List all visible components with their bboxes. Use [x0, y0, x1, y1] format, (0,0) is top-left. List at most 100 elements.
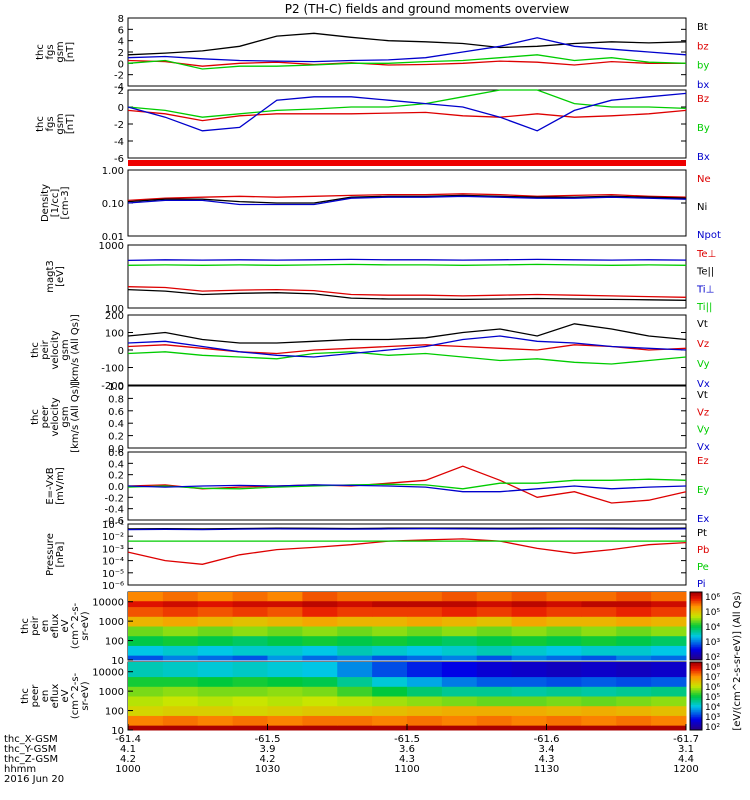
heatmap-cell — [197, 606, 234, 617]
heatmap-cell — [302, 686, 338, 697]
heatmap-cell — [581, 662, 617, 678]
heatmap-cell — [267, 616, 303, 627]
y-tick-label: -0.4 — [104, 505, 124, 516]
y-tick-label: 0.2 — [108, 432, 124, 443]
series-line-Pb — [127, 538, 687, 565]
heatmap-cell — [128, 606, 164, 617]
heatmap-cell — [581, 725, 617, 731]
y-tick-label: 0.8 — [108, 394, 124, 405]
y-tick-label: 2 — [118, 86, 124, 97]
series-line-Ni — [127, 194, 687, 204]
colorbar-segment — [690, 721, 702, 724]
colorbar-segment — [690, 687, 702, 690]
y-axis-label: [nT] — [65, 42, 76, 62]
x-tick-label: 3.4 — [539, 744, 555, 755]
colorbar-segment — [690, 622, 702, 625]
y-tick-label: 0.0 — [108, 482, 124, 493]
colorbar-segment — [690, 605, 702, 608]
heatmap-cell — [546, 715, 582, 726]
series-line-Ti⊥ — [127, 258, 687, 262]
panel-temperature: magt3 [eV] 100 1000 Te⊥ Te|| Ti⊥ Ti|| — [45, 241, 716, 315]
heatmap-cell — [128, 645, 164, 656]
colorbar-segment — [690, 619, 702, 622]
heatmap-cell — [232, 662, 268, 678]
heatmap-cell — [197, 645, 234, 656]
y-axis-label: eflux — [50, 614, 61, 639]
legend-label: Pb — [697, 545, 709, 556]
legend-label: Ex — [697, 514, 709, 525]
heatmap-cell — [441, 715, 478, 726]
y-axis-label: peer — [40, 405, 51, 429]
x-axis-row-name: thc_Y-GSM — [4, 744, 56, 755]
x-tick-label: 4.2 — [120, 754, 136, 765]
heatmap-cell — [267, 662, 303, 678]
x-tick-label: -61.7 — [673, 734, 699, 745]
y-axis-label: peir — [40, 339, 51, 359]
heatmap-cell — [407, 592, 443, 602]
series-line-Ey — [127, 478, 687, 490]
heatmap-cell — [372, 696, 408, 707]
colorbar-segment — [690, 615, 702, 618]
heatmap-cell — [162, 606, 199, 617]
x-tick-label: 1000 — [115, 764, 140, 775]
heatmap-cell — [546, 676, 582, 687]
heatmap-cell — [616, 592, 652, 602]
heatmap-cell — [546, 606, 582, 617]
colorbar-segment — [690, 685, 702, 688]
heatmap-cell — [407, 645, 443, 656]
heatmap-cell — [232, 596, 268, 608]
heatmap-cell — [128, 596, 164, 608]
panel-peer-velocity: thc peer velocity gsm [km/s (All Qs)] 0.00.2 0… — [30, 381, 710, 455]
y-axis-label: E=-VxB — [45, 467, 56, 504]
y-axis-label: thc — [20, 618, 31, 634]
x-axis-row-name: hhmm — [4, 764, 36, 775]
heatmap-cell — [476, 696, 513, 707]
heatmap-cell — [476, 676, 513, 687]
heatmap-cell — [511, 626, 547, 637]
y-axis-label: sr-eV) — [80, 611, 91, 640]
colorbar-segment — [690, 692, 702, 695]
heatmap-cell — [267, 655, 303, 661]
heatmap-cell — [581, 592, 617, 602]
y-tick-label: 8 — [118, 14, 124, 25]
legend-label: Bt — [697, 22, 708, 33]
colorbar-label: [eV/(cm^2-s-sr-eV)] (All Qs) — [732, 591, 743, 730]
y-axis-label: peir — [30, 615, 41, 635]
heatmap-cell — [232, 696, 268, 707]
legend-label: Ni — [697, 202, 707, 213]
heatmap-cell — [337, 655, 373, 661]
heatmap-cell — [197, 676, 234, 687]
panel-pressure: Pressure [nPa] 10⁻⁶10⁻⁵10⁻⁴ 10⁻³10⁻²10⁻¹ Pt P… — [45, 520, 709, 592]
colorbar-tick-label: 10⁷ — [705, 673, 720, 683]
heatmap-cell — [128, 592, 164, 602]
heatmap-cell — [337, 662, 373, 678]
heatmap-cell — [232, 626, 268, 637]
x-tick-label: 4.3 — [399, 754, 415, 765]
heatmap-cell — [302, 645, 338, 656]
heatmap-cell — [476, 662, 513, 678]
panel-fgs-gsm: thc fgs gsm [nT] -6 -4 -2 0 2 Bz By Bx — [35, 86, 710, 166]
heatmap-cell — [232, 645, 268, 656]
heatmap-cell — [162, 592, 199, 602]
heatmap-cell — [162, 596, 199, 608]
series-line-Ex — [127, 484, 687, 493]
heatmap-cell — [372, 626, 408, 637]
colorbar-segment — [690, 636, 702, 639]
panel-density: Density [1/cc] [cm-3] 0.01 0.10 1.00 Ne Ni Npot — [40, 166, 721, 243]
colorbar-segment — [690, 713, 702, 716]
heatmap-cell — [441, 696, 478, 707]
heatmap-cell — [267, 676, 303, 687]
y-axis-label: gsm — [60, 406, 71, 427]
heatmap-cell — [476, 606, 513, 617]
heatmap-cell — [651, 696, 687, 707]
colorbar-segment — [690, 643, 702, 646]
heatmap-cell — [372, 655, 408, 661]
heatmap-cell — [128, 626, 164, 637]
legend-label: Vt — [697, 390, 708, 401]
legend-label: Pt — [697, 528, 707, 539]
colorbar-segment — [690, 627, 702, 630]
heatmap-cell — [407, 676, 443, 687]
y-axis-label: eV — [60, 689, 71, 702]
heatmap-cell — [197, 725, 234, 731]
y-axis-label: [nPa] — [55, 541, 66, 567]
